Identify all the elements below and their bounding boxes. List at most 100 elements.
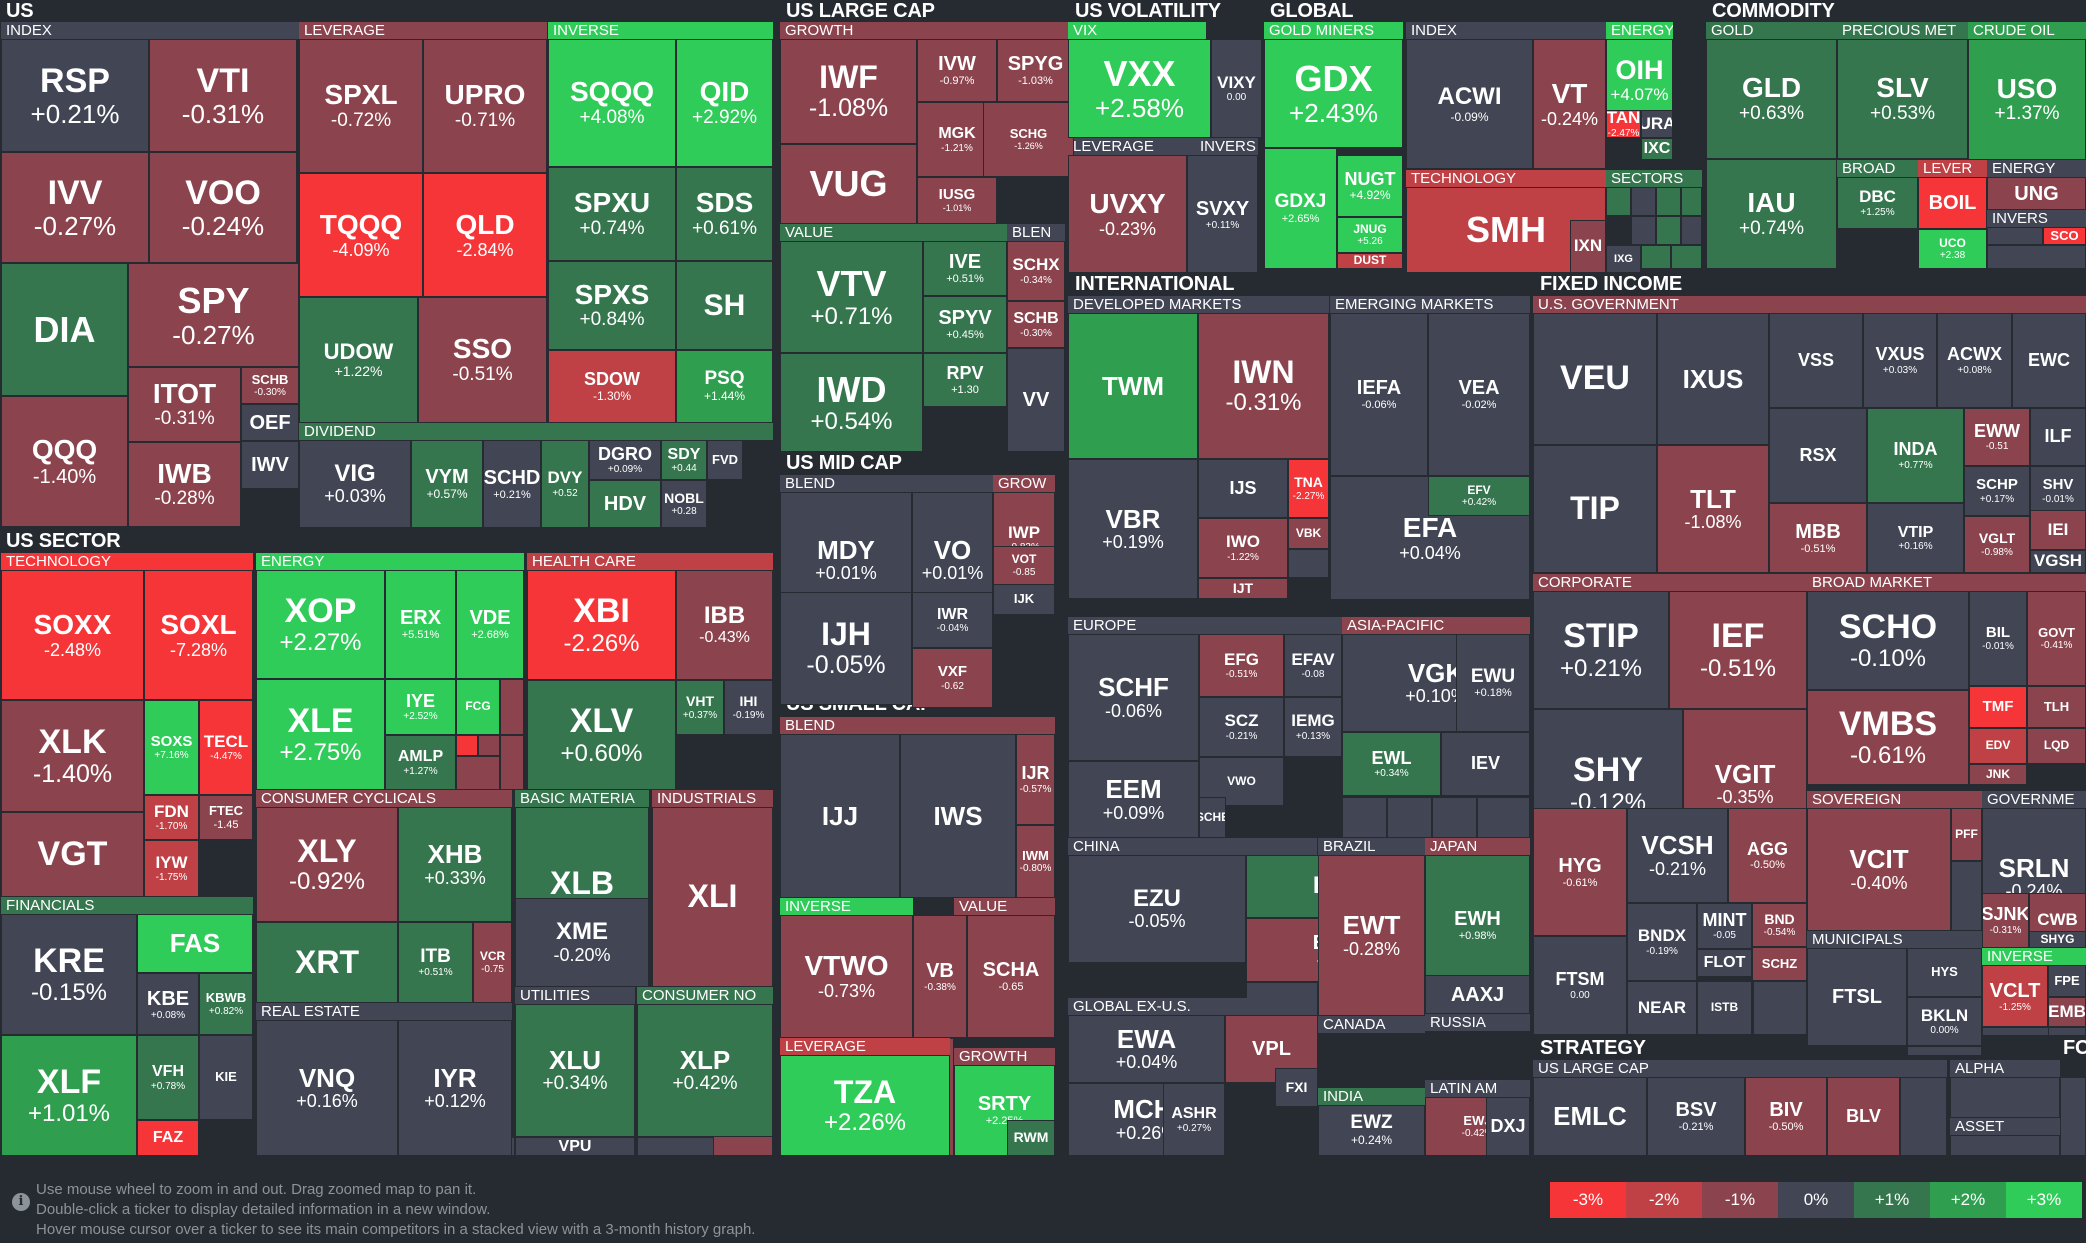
ticker-tile-istb[interactable]: ISTB [1697,981,1752,1035]
ticker-tile-rsx[interactable]: RSX [1769,408,1867,503]
ticker-tile-ung[interactable]: UNG [1987,177,2086,210]
minor-ticker-block[interactable] [478,735,500,756]
ticker-tile-fxi[interactable]: FXI [1275,1068,1318,1107]
ticker-tile-bndx[interactable]: BNDX -0.19% [1627,903,1697,981]
ticker-tile-gdxj[interactable]: GDXJ +2.65% [1264,148,1337,269]
ticker-tile-rpv[interactable]: RPV +1.30 [923,353,1007,407]
ticker-tile-scz[interactable]: SCZ -0.21% [1199,697,1284,757]
ticker-tile-sdy[interactable]: SDY +0.44 [661,440,707,480]
ticker-tile-vfh[interactable]: VFH +0.78% [137,1035,199,1120]
ticker-tile-vea[interactable]: VEA -0.02% [1428,313,1530,476]
ticker-tile-xlv[interactable]: XLV +0.60% [527,680,676,790]
ticker-tile-oef[interactable]: OEF [241,404,299,441]
ticker-tile-scho[interactable]: SCHO -0.10% [1807,591,1969,690]
ticker-tile-ijr[interactable]: IJR -0.57% [1016,734,1055,825]
ticker-tile-ewh[interactable]: EWH +0.98% [1425,855,1530,996]
ticker-tile-acwi[interactable]: ACWI -0.09% [1406,39,1533,169]
ticker-tile-iwd[interactable]: IWD +0.54% [780,353,923,452]
ticker-tile-ijk[interactable]: IJK [993,584,1055,615]
minor-ticker-block[interactable] [1951,861,1982,931]
ticker-tile-uco[interactable]: UCO +2.38 [1918,229,1987,269]
ticker-tile-vtv[interactable]: VTV +0.71% [780,241,923,353]
ticker-tile-ezu[interactable]: EZU -0.05% [1068,855,1246,963]
ticker-tile-shv[interactable]: SHV -0.01% [2030,466,2086,516]
ticker-tile-soxx[interactable]: SOXX -2.48% [1,570,144,700]
ticker-tile-boil[interactable]: BOIL [1918,177,1987,229]
ticker-tile-spyv[interactable]: SPYV +0.45% [923,296,1007,353]
ticker-tile-uvxy[interactable]: UVXY -0.23% [1068,155,1187,273]
ticker-tile-iau[interactable]: IAU +0.74% [1706,159,1837,269]
ticker-tile-ibb[interactable]: IBB -0.43% [676,570,773,680]
ticker-tile-vxus[interactable]: VXUS +0.03% [1863,313,1937,408]
ticker-tile-amlp[interactable]: AMLP +1.27% [385,735,456,790]
ticker-tile-dust[interactable]: DUST [1337,253,1403,269]
ticker-tile-xly[interactable]: XLY -0.92% [256,807,398,922]
ticker-tile-efg[interactable]: EFG -0.51% [1199,634,1284,697]
minor-ticker-block[interactable] [1631,216,1656,245]
minor-ticker-block[interactable] [456,756,500,790]
ticker-tile-vcit[interactable]: VCIT -0.40% [1807,808,1951,931]
ticker-tile-tza[interactable]: TZA +2.26% [780,1055,950,1156]
ticker-tile-vht[interactable]: VHT +0.37% [676,680,724,735]
ticker-tile-qld[interactable]: QLD -2.84% [423,173,547,297]
ticker-tile-ashr[interactable]: ASHR +0.27% [1163,1083,1225,1156]
ticker-tile-ivw[interactable]: IVW -0.97% [917,39,997,102]
ticker-tile-shyg[interactable]: SHYG [2029,931,2086,948]
ticker-tile-erx[interactable]: ERX +5.51% [385,570,456,679]
ticker-tile-nugt[interactable]: NUGT +4.92% [1337,155,1403,217]
ticker-tile-qid[interactable]: QID +2.92% [676,39,773,167]
ticker-tile-near[interactable]: NEAR [1627,981,1697,1035]
ticker-tile-spxl[interactable]: SPXL -0.72% [299,39,423,173]
ticker-tile-upro[interactable]: UPRO -0.71% [423,39,547,173]
ticker-tile-itb[interactable]: ITB +0.51% [398,922,473,1003]
ticker-tile-iyw[interactable]: IYW -1.75% [144,840,199,897]
ticker-tile-ewc[interactable]: EWC [2012,313,2086,408]
minor-ticker-block[interactable] [1387,797,1432,838]
ticker-tile-ewl[interactable]: EWL +0.34% [1342,732,1441,796]
ticker-tile-iemg[interactable]: IEMG +0.13% [1284,697,1342,757]
ticker-tile-soxl[interactable]: SOXL -7.28% [144,570,253,700]
ticker-tile-schb[interactable]: SCHB -0.30% [241,367,299,404]
ticker-tile-vtip[interactable]: VTIP +0.16% [1867,503,1964,573]
minor-ticker-block[interactable] [1987,245,2086,269]
ticker-tile-sqqq[interactable]: SQQQ +4.08% [548,39,676,167]
ticker-tile-kbe[interactable]: KBE +0.08% [137,973,199,1035]
ticker-tile-xlp[interactable]: XLP +0.42% [637,1004,773,1137]
ticker-tile-rsp[interactable]: RSP +0.21% [1,39,149,152]
minor-ticker-block[interactable] [1671,245,1702,269]
ticker-tile-vde[interactable]: VDE +2.68% [456,570,524,679]
ticker-tile-mint[interactable]: MINT -0.05 [1697,903,1752,949]
ticker-tile-tip[interactable]: TIP [1533,445,1657,573]
ticker-tile-ftec[interactable]: FTEC -1.45 [199,795,253,840]
minor-ticker-block[interactable] [1950,1135,2060,1156]
ticker-tile-iefa[interactable]: IEFA -0.06% [1330,313,1428,476]
minor-ticker-block[interactable] [1753,981,1807,1035]
ticker-tile-ihi[interactable]: IHI -0.19% [724,680,773,735]
minor-ticker-block[interactable] [1900,1077,1947,1156]
ticker-tile-vixy[interactable]: VIXY 0.00 [1211,39,1262,138]
minor-ticker-block[interactable] [2060,1077,2086,1156]
ticker-tile-uso[interactable]: USO +1.37% [1968,39,2086,160]
ticker-tile-ixn[interactable]: IXN [1570,220,1606,273]
ticker-tile-pff[interactable]: PFF [1951,808,1982,861]
ticker-tile-tecl[interactable]: TECL -4.47% [199,700,253,795]
ticker-tile-nobl[interactable]: NOBL +0.28 [661,480,707,528]
ticker-tile-vt[interactable]: VT -0.24% [1533,39,1606,169]
ticker-tile-vb[interactable]: VB -0.38% [913,915,967,1038]
ticker-tile-bnd[interactable]: BND -0.54% [1752,903,1807,947]
ticker-tile-rwm[interactable]: RWM [1007,1120,1055,1156]
ticker-tile-efv[interactable]: EFV +0.42% [1428,476,1530,516]
ticker-tile-fas[interactable]: FAS [137,914,253,973]
ticker-tile-ief[interactable]: IEF -0.51% [1669,591,1807,709]
ticker-tile-vot[interactable]: VOT -0.85 [993,546,1055,585]
ticker-tile-xbi[interactable]: XBI -2.26% [527,570,676,680]
ticker-tile-kre[interactable]: KRE -0.15% [1,914,137,1035]
ticker-tile-iwm[interactable]: IWM -0.80% [1016,825,1055,898]
ticker-tile-eem[interactable]: EEM +0.09% [1068,761,1199,838]
ticker-tile-ixus[interactable]: IXUS [1657,313,1769,445]
ticker-tile-emlc[interactable]: EMLC [1533,1077,1647,1156]
ticker-tile-iye[interactable]: IYE +2.52% [385,679,456,735]
ticker-tile-iwr[interactable]: IWR -0.04% [912,592,993,648]
ticker-tile-vcr[interactable]: VCR -0.75 [473,922,512,1003]
ticker-tile-tlh[interactable]: TLH [2027,686,2086,728]
